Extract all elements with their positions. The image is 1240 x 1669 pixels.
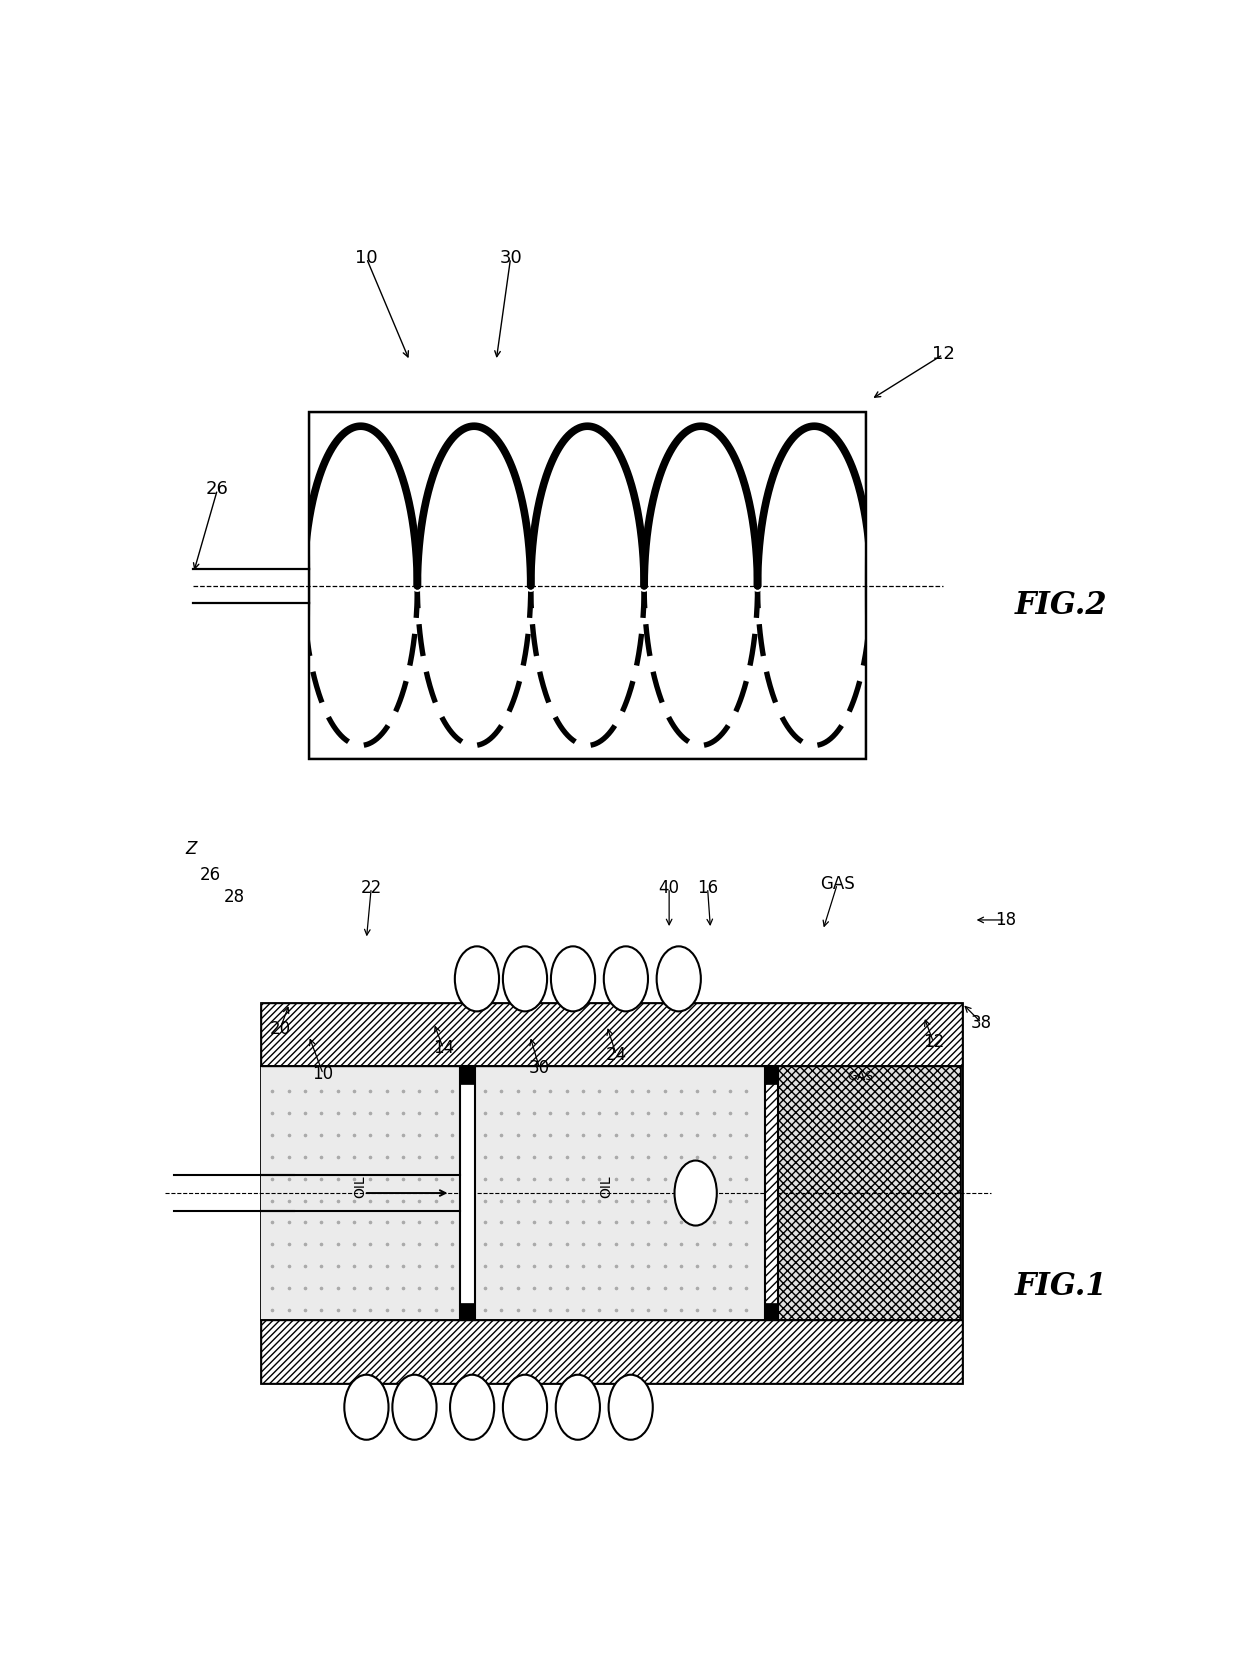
Bar [260, 1066, 460, 1320]
Text: 40: 40 [658, 880, 680, 896]
Text: 12: 12 [931, 345, 955, 364]
Bar [777, 1066, 960, 1320]
Text: 10: 10 [355, 249, 378, 267]
Bar [866, 200, 1116, 1485]
Bar [260, 1003, 962, 1066]
Bar [765, 1066, 777, 1320]
Text: FIG.2: FIG.2 [1016, 589, 1107, 621]
Bar [260, 1320, 962, 1382]
Bar [460, 1066, 475, 1083]
Text: Z: Z [186, 840, 197, 858]
Text: 14: 14 [433, 1040, 454, 1058]
Ellipse shape [675, 1160, 717, 1225]
Bar [309, 200, 866, 412]
Text: 26: 26 [200, 866, 221, 885]
Ellipse shape [450, 1375, 495, 1440]
Text: FIG.1: FIG.1 [1016, 1270, 1107, 1302]
Ellipse shape [503, 946, 547, 1011]
Text: 30: 30 [528, 1058, 551, 1077]
Ellipse shape [503, 1375, 547, 1440]
Ellipse shape [455, 946, 498, 1011]
Bar [309, 412, 866, 759]
Text: 38: 38 [971, 1013, 992, 1031]
Text: 12: 12 [923, 1033, 944, 1051]
Text: 22: 22 [361, 880, 382, 896]
Text: 28: 28 [224, 888, 246, 906]
Bar [260, 1320, 962, 1382]
Ellipse shape [609, 1375, 652, 1440]
Bar [777, 1066, 960, 1320]
Text: 16: 16 [697, 880, 718, 896]
Text: OIL: OIL [353, 1175, 367, 1198]
Bar [155, 200, 309, 1485]
Ellipse shape [604, 946, 649, 1011]
Text: OIL: OIL [599, 1175, 613, 1198]
Ellipse shape [556, 1375, 600, 1440]
Bar [309, 412, 866, 759]
Bar [460, 1302, 475, 1320]
Bar [260, 1003, 962, 1382]
Text: 20: 20 [269, 1020, 290, 1038]
Bar [260, 1003, 962, 1066]
Bar [460, 1066, 475, 1320]
Bar [309, 759, 866, 1485]
Ellipse shape [392, 1375, 436, 1440]
Bar [765, 1302, 777, 1320]
Text: 18: 18 [994, 911, 1016, 930]
Bar [475, 1066, 765, 1320]
Ellipse shape [657, 946, 701, 1011]
Text: 30: 30 [500, 249, 522, 267]
Text: GAS: GAS [847, 1070, 873, 1083]
Bar [765, 1066, 777, 1320]
Text: 10: 10 [312, 1065, 334, 1083]
Ellipse shape [345, 1375, 388, 1440]
Text: 24: 24 [605, 1046, 627, 1063]
Text: GAS: GAS [820, 875, 854, 893]
Ellipse shape [551, 946, 595, 1011]
Bar [309, 412, 866, 759]
Bar [765, 1066, 777, 1083]
Text: 26: 26 [206, 481, 229, 499]
